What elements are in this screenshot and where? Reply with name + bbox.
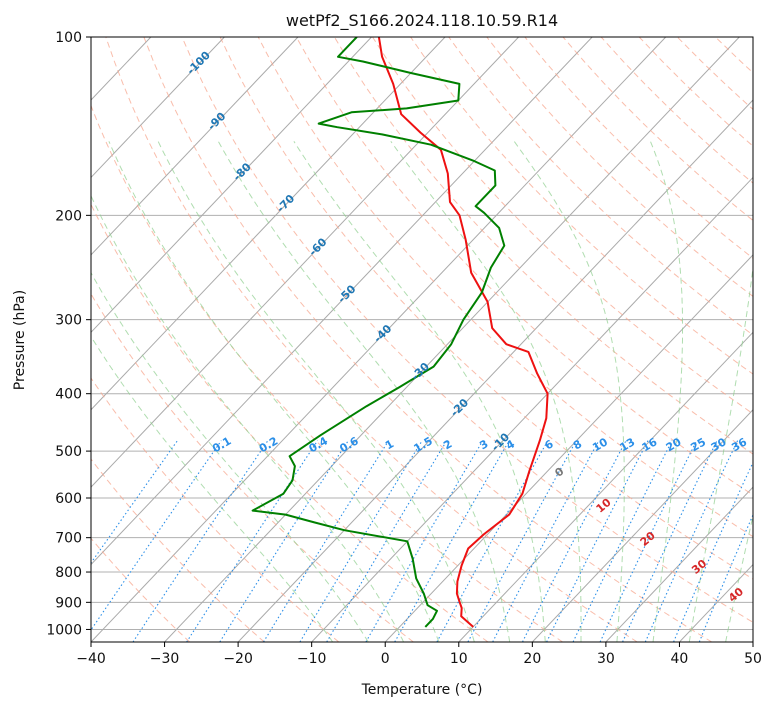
isotherm-line xyxy=(237,99,753,642)
y-tick-label: 600 xyxy=(55,491,82,507)
dry-adiabat-line xyxy=(410,37,753,375)
y-tick-label: 200 xyxy=(55,208,82,224)
mixing-ratio-line xyxy=(546,440,649,642)
dry-adiabat-line xyxy=(143,37,713,642)
dry-adiabat-line xyxy=(105,37,638,642)
mixing-ratio-line xyxy=(572,440,673,642)
moist-adiabat-line xyxy=(513,141,625,642)
isotherm-line xyxy=(91,37,520,488)
moist-adiabat-line xyxy=(91,194,405,642)
mixing-ratio-line xyxy=(365,440,484,642)
plot-frame xyxy=(90,36,754,643)
axes: −40 −30 −20 −10 0 10 20 30 40 50 100 200 300 400 500 60… xyxy=(46,30,762,667)
chart-title: wetPf2_S166.2024.118.10.59.R14 xyxy=(286,11,558,31)
mixing-ratio-line xyxy=(132,440,269,642)
x-tick-label: 40 xyxy=(671,651,689,667)
mixing-ratio-line xyxy=(436,440,549,642)
dry-adiabat-line xyxy=(448,37,753,336)
y-tick-label: 800 xyxy=(55,565,82,581)
moist-adiabat-line xyxy=(390,141,582,642)
dry-adiabat-line xyxy=(91,458,265,642)
y-tick-label: 500 xyxy=(55,444,82,460)
x-tick-label: 10 xyxy=(450,651,468,667)
isotherm-line xyxy=(384,254,753,642)
y-tick-label: 1000 xyxy=(46,622,82,638)
x-tick-label: 20 xyxy=(523,651,541,667)
x-tick-label: 0 xyxy=(381,651,390,667)
dry-adiabat-line xyxy=(91,203,489,642)
isotherm-line xyxy=(605,486,753,642)
dry-adiabat-line xyxy=(486,37,753,297)
isotherm-line xyxy=(91,37,667,642)
mixing-ratio-line xyxy=(326,440,448,642)
profile-lines xyxy=(251,37,549,628)
isotherm-line xyxy=(91,37,372,334)
mixing-ratio-line xyxy=(698,513,753,642)
y-tick-label: 400 xyxy=(55,387,82,403)
mixing-ratio-line xyxy=(467,440,577,642)
dry-adiabat-line xyxy=(257,37,753,538)
x-tick-label: −30 xyxy=(150,651,180,667)
isotherm-line xyxy=(164,37,740,642)
moist-adiabat-line xyxy=(157,141,475,642)
y-axis-label: Pressure (hPa) xyxy=(12,290,28,390)
dry-adiabat-line xyxy=(91,537,191,642)
x-axis-label: Temperature (°C) xyxy=(361,682,483,698)
x-tick-label: 30 xyxy=(597,651,615,667)
y-tick-label: 900 xyxy=(55,595,82,611)
isotherm-line xyxy=(458,331,753,642)
temperature-profile-line xyxy=(377,37,549,628)
dry-adiabat-line xyxy=(91,104,563,642)
y-tick-label: 700 xyxy=(55,531,82,547)
moist-adiabat-line xyxy=(688,263,753,642)
isotherm-line xyxy=(91,37,446,411)
mixing-ratio-line xyxy=(91,440,178,564)
isotherm-line xyxy=(91,37,225,179)
background-lines xyxy=(91,37,753,642)
y-tick-label: 300 xyxy=(55,313,82,329)
x-tick-label: −10 xyxy=(297,651,327,667)
dry-adiabat-line xyxy=(333,37,753,455)
mixing-ratio-line xyxy=(394,440,510,642)
x-tick-label: −40 xyxy=(76,651,106,667)
moist-adiabat-line xyxy=(649,141,683,642)
mixing-ratio-line xyxy=(644,440,739,642)
dry-adiabat-line xyxy=(372,37,753,415)
isotherm-line xyxy=(91,37,299,256)
x-tick-label: −20 xyxy=(223,651,253,667)
isotherm-line xyxy=(91,37,593,566)
mixing-ratio-line xyxy=(263,440,390,642)
mixing-ratio-line xyxy=(219,440,349,642)
mixing-ratio-line xyxy=(299,440,423,642)
y-tick-label: 100 xyxy=(55,30,82,46)
dry-adiabat-line xyxy=(91,292,414,642)
dry-adiabat-line xyxy=(219,37,753,580)
isotherm-line xyxy=(531,408,753,642)
moist-adiabat-line xyxy=(91,271,369,642)
moist-adiabat-line xyxy=(725,514,753,642)
moist-adiabat-line xyxy=(108,141,440,642)
mixing-ratio-line xyxy=(673,461,753,642)
dewpoint-profile-line xyxy=(251,37,506,628)
moist-adiabat-line xyxy=(217,141,511,642)
x-tick-label: 50 xyxy=(744,651,762,667)
